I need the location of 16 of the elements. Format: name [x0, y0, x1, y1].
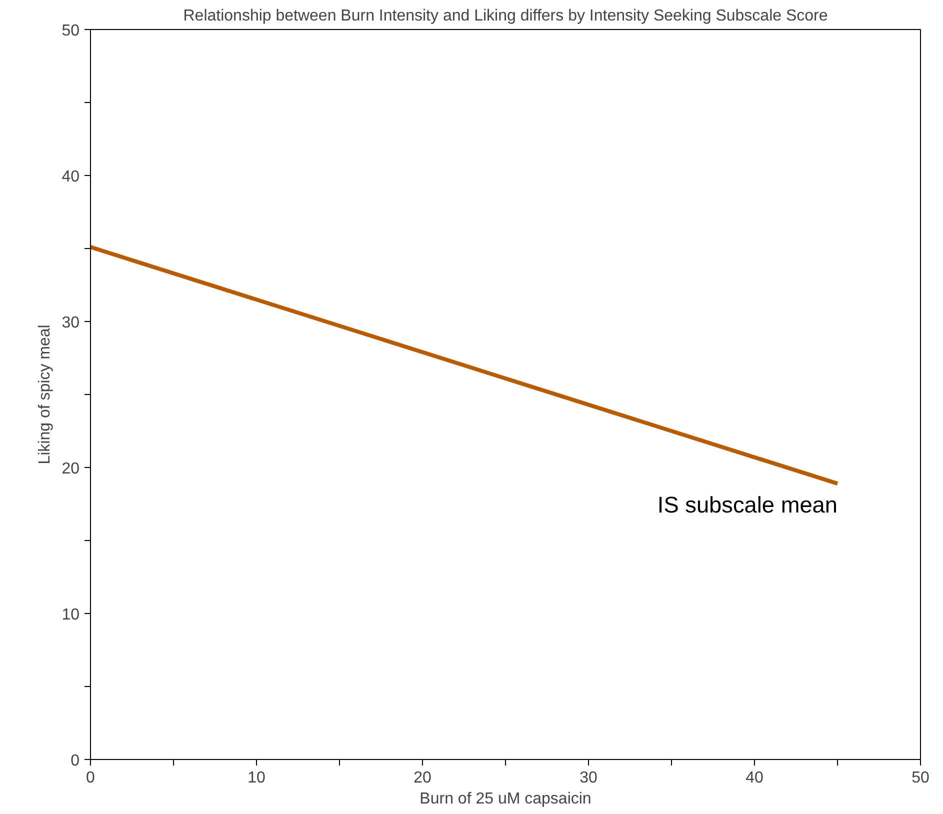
y-tick-label: 10 — [62, 606, 80, 624]
x-tick-label: 50 — [912, 770, 930, 786]
x-tick-label: 10 — [248, 770, 266, 786]
x-tick-label: 20 — [414, 770, 432, 786]
y-tick-label: 20 — [62, 460, 80, 478]
chart-title: Relationship between Burn Intensity and Liking differs by Intensity Seeking Subscale Score — [183, 8, 828, 24]
x-axis-title: Burn of 25 uM capsaicin — [420, 790, 592, 808]
y-tick-label: 0 — [70, 752, 80, 770]
x-tick-label: 0 — [86, 770, 96, 786]
y-tick-label: 40 — [62, 168, 80, 186]
y-tick-label: 50 — [62, 22, 80, 40]
x-tick-label: 30 — [580, 770, 598, 786]
y-tick-label: 30 — [62, 314, 80, 332]
x-tick-label: 40 — [746, 770, 764, 786]
y-axis-title: Liking of spicy meal — [36, 324, 54, 464]
series-label: IS subscale mean — [657, 492, 838, 518]
